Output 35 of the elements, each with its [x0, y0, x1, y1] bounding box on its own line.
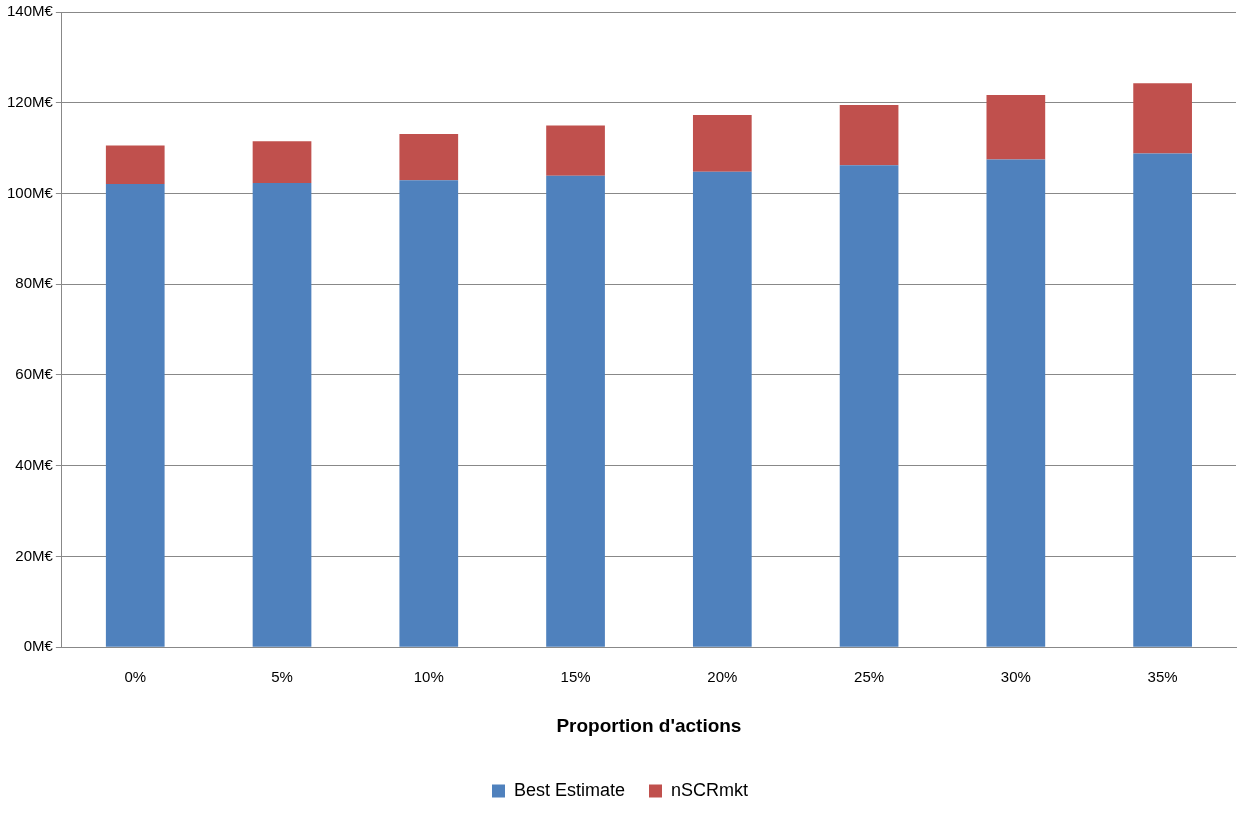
y-tick-label: 40M€ — [15, 455, 54, 473]
x-tick-label: 25% — [854, 668, 885, 686]
y-tick-label: 20M€ — [15, 546, 54, 564]
x-tick-label: 5% — [271, 668, 293, 686]
bar — [399, 134, 459, 181]
x-tick-label: 15% — [560, 668, 591, 686]
bar — [839, 165, 899, 647]
bar — [399, 180, 459, 647]
bar — [252, 141, 312, 184]
x-tick-label: 0% — [124, 668, 147, 686]
bar — [839, 105, 899, 166]
y-tick-label: 100M€ — [6, 183, 54, 201]
x-tick-label: 10% — [413, 668, 444, 686]
bar — [692, 171, 752, 647]
bar — [692, 114, 752, 172]
bar — [986, 159, 1046, 647]
y-tick-label: 60M€ — [15, 365, 54, 383]
x-tick-label: 30% — [1000, 668, 1031, 686]
bar — [986, 95, 1046, 160]
y-tick-label: 80M€ — [15, 274, 54, 292]
bar — [1133, 153, 1192, 647]
bar — [252, 183, 312, 647]
y-tick-label: 140M€ — [6, 2, 54, 20]
bar — [546, 175, 605, 647]
bar — [105, 183, 165, 647]
x-tick-label: 20% — [707, 668, 738, 686]
x-tick-label: 35% — [1147, 668, 1178, 686]
y-tick-label: 120M€ — [6, 92, 54, 110]
bar — [105, 145, 165, 184]
bar — [546, 125, 605, 176]
x-axis-title: Proportion d'actions — [556, 714, 742, 736]
y-tick-label: 0M€ — [23, 637, 54, 655]
legend-label: nSCRmkt — [671, 779, 749, 800]
legend-label: Best Estimate — [513, 779, 626, 800]
bar — [1133, 83, 1192, 154]
